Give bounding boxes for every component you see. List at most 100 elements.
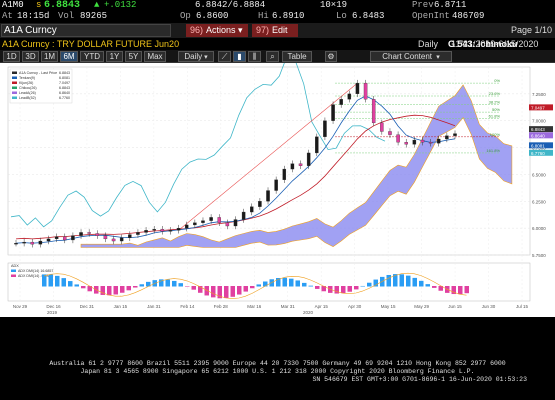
indicator-bar: [438, 286, 443, 291]
ichimoku-cloud: [80, 84, 513, 248]
chart-content-label: Chart Content: [382, 52, 433, 61]
command-toolbar: A1A Curncy 96)Actions ▾ 97)Edit ▾ Page 1…: [0, 23, 555, 48]
indicator-bar: [120, 286, 125, 293]
chart-content-dropdown[interactable]: Chart Content: [370, 51, 452, 62]
price-label-text: 6.8081: [531, 143, 545, 148]
range-button-1y[interactable]: 1Y: [106, 51, 123, 62]
indicator-bar: [42, 274, 47, 287]
legend-swatch: [12, 81, 17, 84]
fib-level-label: 50%: [492, 107, 500, 112]
candle-body: [290, 163, 295, 170]
legend-box: [9, 68, 73, 104]
period-dropdown[interactable]: Daily: [178, 51, 214, 62]
legend-label: A1A Curncy - Last Price: [19, 71, 57, 75]
line-chart-icon[interactable]: ⟋: [218, 51, 231, 62]
x-tick-label: Apr 15: [315, 304, 329, 309]
candle-body: [274, 179, 278, 191]
range-button-5y[interactable]: 5Y: [125, 51, 142, 62]
fib-level-label: 38.2%: [489, 100, 501, 105]
settings-icon[interactable]: ⚙: [325, 51, 337, 62]
edit-menu-label: Edit: [272, 25, 288, 35]
table-button[interactable]: Table: [282, 51, 312, 62]
actions-menu-label: Actions: [206, 25, 236, 35]
indicator-bar: [334, 286, 339, 294]
legend-value: 6.8843: [59, 86, 70, 90]
candle-body: [347, 93, 352, 100]
price-label-tag: [529, 149, 553, 156]
indicator-bar: [425, 284, 430, 287]
x-tick-label: Feb 28: [214, 304, 229, 309]
indicator-swatch: [11, 269, 16, 272]
candle-body: [404, 142, 408, 145]
chart-toolbar: 1D 3D 1M 6M YTD 1Y 5Y Max Daily ⟋ ▮ ⫼ ⌕ …: [0, 39, 555, 63]
price-label-tag: [529, 126, 553, 133]
indicator-bar: [308, 285, 313, 287]
candle-body: [217, 217, 221, 223]
low-label: Lo: [336, 11, 347, 21]
legend-label: Kijun(26): [19, 81, 33, 85]
indicator-bar: [256, 284, 261, 287]
indicator-bar: [107, 286, 112, 296]
indicator-bar: [386, 274, 391, 287]
x-tick-label: Jun 30: [482, 304, 496, 309]
open-label: Op: [180, 11, 191, 21]
candle-body: [160, 229, 165, 232]
indicator-bar: [282, 277, 287, 287]
indicator-bar: [250, 286, 255, 289]
legend-value: 6.8640: [59, 91, 70, 95]
indicator-bar: [289, 278, 294, 287]
fib-level-label: 161.8%: [486, 148, 500, 153]
indicator-bar: [61, 278, 66, 287]
candle-body: [412, 139, 417, 145]
candle-body: [388, 131, 392, 135]
vol-label: Vol: [58, 11, 75, 21]
range-button-6m[interactable]: 6M: [60, 51, 78, 62]
actions-menu[interactable]: 96) Actions ▾: [186, 24, 248, 37]
legend-swatch: [12, 91, 17, 94]
bar-chart-icon[interactable]: ⫼: [248, 51, 261, 62]
candle-body: [201, 220, 205, 223]
quote-row-1: A1M0 s 6.8843 ▲ +.0132 6.8842/6.8884 10×…: [0, 0, 555, 11]
high-value: 6.8910: [272, 11, 305, 21]
candle-body: [355, 82, 360, 95]
indicator-bar: [146, 281, 151, 287]
indicator-signal-line: [43, 272, 467, 299]
range-button-1d[interactable]: 1D: [3, 51, 20, 62]
indicator-bar: [55, 275, 60, 287]
candlestick-icon[interactable]: ▮: [233, 51, 246, 62]
indicator-bar: [412, 277, 417, 287]
quote-row-2: At 18:15d Vol 89265 Op 6.8600 Hi 6.8910 …: [0, 11, 555, 23]
x-tick-label: Jul 15: [516, 304, 529, 309]
x-tick-label: Mar 16: [247, 304, 262, 309]
indicator-bar: [269, 279, 274, 287]
candle-body: [152, 229, 156, 231]
indicator-bar: [237, 286, 242, 295]
range-button-max[interactable]: Max: [144, 51, 166, 62]
indicator-bar: [211, 286, 216, 298]
range-button-3d[interactable]: 3D: [22, 51, 39, 62]
edit-menu-number: 97): [256, 25, 270, 35]
footer-contacts-1: Australia 61 2 9777 8600 Brazil 5511 239…: [49, 360, 506, 367]
indicator-bar: [341, 286, 346, 294]
edit-menu[interactable]: 97)Edit ▾: [252, 24, 298, 48]
candle-body: [420, 139, 425, 143]
open-value: 6.8600: [196, 11, 229, 21]
ichimoku-chart[interactable]: 7.25007.00006.75006.50006.25006.00005.75…: [0, 63, 555, 317]
last-price: 6.8843: [44, 0, 81, 11]
security-input[interactable]: A1A Curncy: [1, 24, 171, 37]
zoom-icon[interactable]: ⌕: [266, 51, 279, 62]
x-tick-label: Apr 30: [348, 304, 362, 309]
candle-body: [250, 206, 254, 213]
low-value: 6.8483: [352, 11, 385, 21]
page-indicator: Page 1/10: [510, 25, 552, 35]
indicator-bar: [276, 278, 281, 287]
size: 10×19: [320, 0, 348, 10]
actions-menu-number: 96): [190, 25, 204, 35]
indicator-bar: [204, 286, 209, 296]
bid-ask: 6.8842/6.8884: [195, 0, 266, 10]
indicator-bar: [393, 274, 398, 287]
range-button-ytd[interactable]: YTD: [80, 51, 104, 62]
x-tick-label: Nov 29: [13, 304, 28, 309]
range-button-1m[interactable]: 1M: [41, 51, 58, 62]
indicator-bar: [451, 286, 456, 295]
